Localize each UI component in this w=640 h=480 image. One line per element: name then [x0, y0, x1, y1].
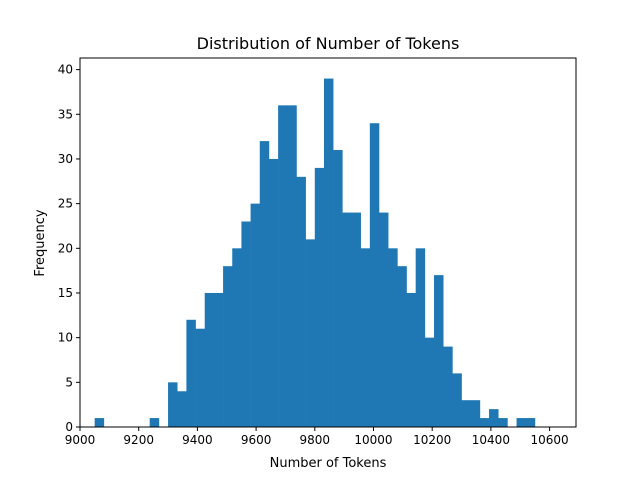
histogram-bar: [443, 346, 453, 427]
histogram-bar: [498, 418, 508, 427]
histogram-bar: [314, 167, 325, 427]
histogram-bar: [479, 418, 490, 427]
histogram-bar: [259, 141, 270, 427]
histogram-bar: [323, 78, 334, 428]
plot-frame: [79, 57, 577, 428]
histogram-bar: [415, 248, 426, 427]
histogram-bar: [213, 292, 224, 427]
histogram-bar: [525, 418, 536, 427]
x-axis-ticks: 9000 9200 9400 9600 9800 10000 10200 10400 10600: [65, 427, 569, 447]
y-tick-label: 20: [58, 241, 73, 255]
y-axis-ticks: 0 5 10 15 20 25 30 35 40: [58, 63, 80, 434]
histogram-bar: [177, 391, 187, 427]
x-tick-label: 10000: [354, 433, 392, 447]
histogram-bar: [397, 266, 407, 427]
y-tick-label: 5: [65, 375, 73, 389]
histogram-bar: [351, 212, 361, 427]
x-tick-label: 9800: [300, 433, 331, 447]
histogram-bar: [424, 337, 435, 427]
histogram-bar: [406, 292, 416, 427]
histogram-bar: [305, 239, 316, 427]
histogram-bar: [489, 409, 499, 427]
histogram-bar: [268, 158, 279, 427]
histogram-bar: [204, 292, 215, 427]
histogram-bar: [287, 105, 297, 427]
histogram-bar: [296, 176, 306, 427]
histogram-bar: [378, 212, 389, 427]
x-tick-label: 10400: [472, 433, 510, 447]
x-tick-label: 10200: [413, 433, 451, 447]
x-axis-label: Number of Tokens: [270, 456, 387, 471]
y-tick-label: 35: [58, 107, 73, 121]
x-tick-label: 9600: [241, 433, 272, 447]
x-tick-label: 9000: [65, 433, 96, 447]
y-tick-label: 15: [58, 286, 73, 300]
histogram-bar: [333, 150, 343, 427]
histogram-bar: [452, 373, 462, 427]
histogram-bar: [186, 319, 196, 427]
histogram-bar: [232, 248, 242, 427]
bars-group: [94, 78, 536, 428]
y-tick-label: 0: [65, 420, 73, 434]
histogram-bar: [434, 275, 444, 427]
histogram-bar: [168, 382, 178, 427]
histogram-bar: [278, 105, 288, 427]
chart-title: Distribution of Number of Tokens: [197, 34, 460, 53]
x-tick-label: 9400: [182, 433, 213, 447]
histogram-bar: [516, 418, 527, 427]
histogram-bar: [470, 400, 481, 427]
histogram-bar: [360, 248, 371, 427]
histogram-bar: [149, 418, 160, 427]
histogram-bar: [369, 123, 380, 427]
histogram-bar: [241, 221, 251, 427]
histogram-bar: [342, 212, 352, 427]
y-tick-label: 25: [58, 197, 73, 211]
y-tick-label: 10: [58, 331, 73, 345]
histogram-bar: [223, 266, 233, 427]
x-tick-label: 9200: [123, 433, 154, 447]
histogram-bar: [195, 328, 206, 427]
x-tick-label: 10600: [530, 433, 568, 447]
y-tick-label: 40: [58, 63, 73, 77]
histogram-bar: [388, 248, 398, 427]
histogram-bar: [250, 203, 261, 427]
histogram-bar: [94, 418, 105, 427]
y-axis-label: Frequency: [33, 209, 48, 276]
histogram-bar: [461, 400, 472, 427]
y-tick-label: 30: [58, 152, 73, 166]
